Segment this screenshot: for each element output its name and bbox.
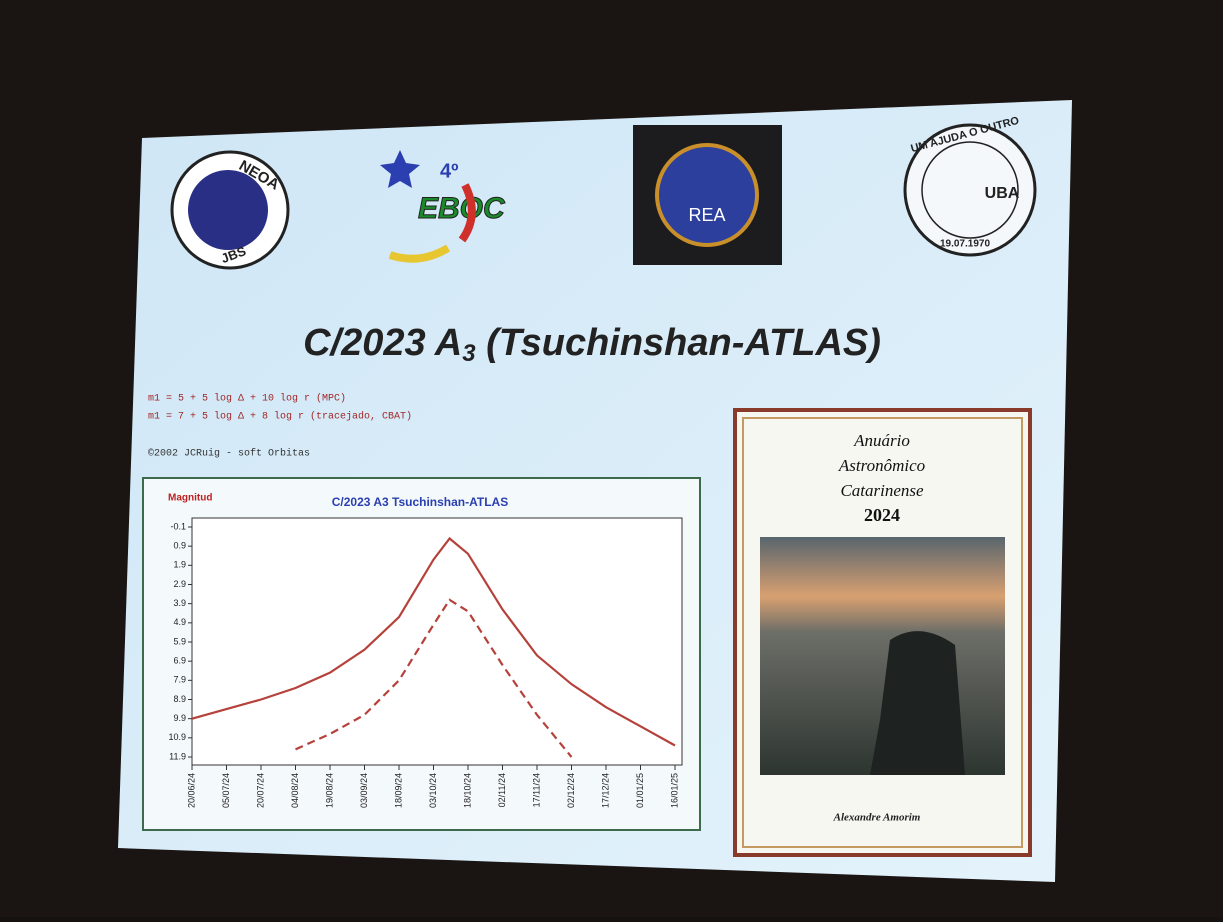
x-tick-label: 05/07/24: [221, 773, 231, 808]
x-tick-label: 03/09/24: [359, 773, 369, 808]
title-part: (Tsuchinshan-ATLAS): [476, 322, 881, 364]
x-tick-label: 18/10/24: [462, 773, 472, 808]
logo-text: EBOC: [418, 192, 506, 225]
x-tick-label: 17/12/24: [600, 773, 610, 808]
eboc-swoosh: [458, 183, 476, 243]
x-tick-label: 03/10/24: [428, 773, 438, 808]
title-sub: 3: [462, 340, 476, 367]
x-tick-label: 01/01/25: [635, 773, 645, 808]
rea-disc: [655, 143, 759, 247]
formula: m1 = 5 + 5 log Δ + 10 log r (MPC): [148, 393, 346, 405]
book-year: 2024: [864, 505, 900, 525]
book-border: [742, 417, 1023, 848]
y-tick-label: 6.9: [173, 656, 186, 666]
x-tick-label: 04/08/24: [290, 773, 300, 808]
book-author: Alexandre Amorim: [833, 812, 921, 824]
y-tick-label: 0.9: [173, 541, 186, 551]
book-text: Catarinense: [840, 481, 924, 500]
y-tick-label: 4.9: [173, 617, 186, 627]
y-tick-label: 5.9: [173, 636, 186, 646]
book-text: Anuário: [853, 431, 910, 450]
credit: ©2002 JCRuig - soft Orbitas: [148, 448, 310, 460]
logo-text: UBA: [985, 185, 1020, 202]
neoa-disc: [188, 170, 268, 250]
chart: -0.1 0.9 1.9 2.9 3.9 4.9 5.9 6.9 7.9 8.9 9.9 10.9 11…: [168, 521, 679, 808]
x-tick-label: 17/11/24: [531, 773, 541, 807]
eboc-star: [380, 150, 420, 188]
book-text: Astronômico: [838, 456, 925, 475]
y-tick-label: 1.9: [173, 560, 186, 570]
photo-rock: [870, 631, 965, 775]
x-tick-label: 02/12/24: [566, 773, 576, 808]
y-tick-label: 10.9: [168, 732, 186, 742]
x-tick-label: 19/08/24: [324, 773, 334, 808]
logo-text: 4º: [440, 160, 458, 182]
slide-title: C/2023 A3 (Tsuchinshan-ATLAS): [303, 322, 881, 367]
series-line: [191, 536, 676, 747]
logo-text: REA: [688, 205, 725, 225]
x-tick-label: 18/09/24: [393, 773, 403, 808]
series-line: [295, 598, 573, 758]
uba-logo: [903, 123, 1037, 257]
y-tick-label: 7.9: [173, 675, 186, 685]
y-tick-label: 11.9: [169, 751, 186, 761]
eboc-swoosh: [388, 244, 451, 263]
plot-area: [191, 517, 683, 766]
y-axis-label: Magnitud: [168, 493, 212, 504]
y-tick-label: 8.9: [173, 694, 186, 704]
y-tick-label: -0.1: [170, 521, 186, 531]
formula: m1 = 7 + 5 log Δ + 8 log r (tracejado, C…: [148, 411, 412, 423]
x-tick-label: 16/01/25: [669, 773, 679, 808]
x-tick-label: 20/07/24: [255, 773, 265, 808]
logo-text: 19.07.1970: [940, 239, 990, 250]
uba-ring: [921, 141, 1019, 239]
y-tick-label: 9.9: [173, 713, 186, 723]
chart-title: C/2023 A3 Tsuchinshan-ATLAS: [332, 495, 508, 509]
y-tick-label: 2.9: [173, 579, 186, 589]
x-tick-label: 20/06/24: [186, 773, 196, 808]
title-part: C/2023 A: [303, 322, 462, 364]
x-tick-label: 02/11/24: [497, 773, 507, 807]
y-tick-label: 3.9: [173, 598, 186, 608]
